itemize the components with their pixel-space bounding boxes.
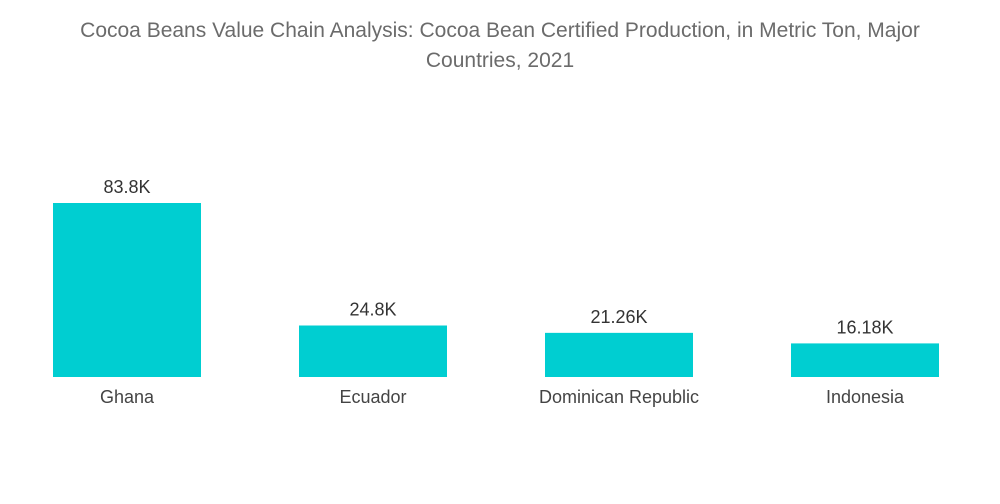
category-label-indonesia: Indonesia <box>826 387 905 407</box>
bar-ecuador <box>299 325 447 377</box>
data-label-indonesia: 16.18K <box>836 317 893 337</box>
chart-title: Cocoa Beans Value Chain Analysis: Cocoa … <box>0 16 1000 76</box>
data-label-ghana: 83.8K <box>103 177 150 197</box>
chart-title-line-2: Countries, 2021 <box>425 49 575 72</box>
data-label-dominican-republic: 21.26K <box>590 307 647 327</box>
bar-ghana <box>53 203 201 377</box>
bar-indonesia <box>791 343 939 377</box>
data-label-ecuador: 24.8K <box>349 300 396 320</box>
bar-dominican-republic <box>545 332 693 377</box>
chart-title-line-1: Cocoa Beans Value Chain Analysis: Cocoa … <box>80 19 920 42</box>
category-label-ecuador: Ecuador <box>339 387 406 407</box>
category-label-ghana: Ghana <box>100 387 155 407</box>
category-label-dominican-republic: Dominican Republic <box>539 387 699 407</box>
